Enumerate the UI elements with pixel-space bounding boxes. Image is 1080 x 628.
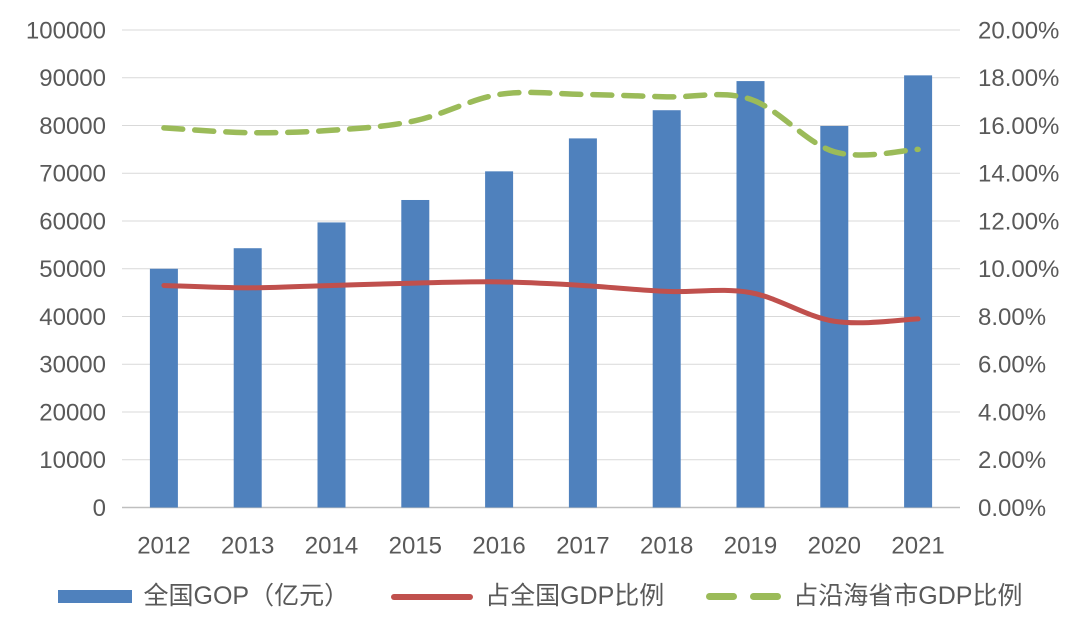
coastal-gdp-share-line (161, 89, 921, 158)
left-axis-tick-label: 30000 (39, 352, 106, 379)
bar-2015 (401, 199, 430, 508)
legend-label-gop: 全国GOP（亿元） (143, 582, 350, 610)
right-axis-tick-label: 16.00% (978, 113, 1059, 140)
left-axis-tick-label: 50000 (39, 256, 106, 283)
right-axis-tick-label: 20.00% (978, 17, 1059, 44)
right-axis-tick-label: 18.00% (978, 65, 1059, 92)
bar-2014 (317, 222, 346, 508)
right-axis-tick-label: 0.00% (978, 495, 1046, 522)
right-axis-tick-label: 12.00% (978, 208, 1059, 235)
left-axis-tick-label: 70000 (39, 161, 106, 188)
x-axis-tick-label: 2016 (472, 532, 525, 559)
right-axis-tick-label: 10.00% (978, 256, 1059, 283)
legend-label-national-share: 占全国GDP比例 (485, 582, 665, 610)
x-axis-tick-label: 2013 (221, 532, 274, 559)
x-axis-tick-label: 2017 (556, 532, 609, 559)
right-axis-tick-label: 4.00% (978, 399, 1046, 426)
right-axis-tick-label: 8.00% (978, 304, 1046, 331)
right-axis-tick-label: 6.00% (978, 352, 1046, 379)
legend-item-coastal-share: 占沿海省市GDP比例 (706, 584, 1022, 609)
bar-2016 (485, 171, 514, 508)
right-axis-tick-label: 2.00% (978, 447, 1046, 474)
right-axis-tick-label: 14.00% (978, 161, 1059, 188)
x-axis-tick-label: 2015 (389, 532, 442, 559)
legend-item-national-share: 占全国GDP比例 (391, 584, 664, 609)
left-axis-tick-label: 60000 (39, 208, 106, 235)
dash-segment-icon (706, 593, 738, 600)
bar-series-swatch (57, 590, 132, 603)
bar-2013 (233, 248, 262, 508)
bar-2017 (568, 138, 597, 508)
dash-segment-icon (750, 593, 782, 600)
x-axis-tick-label: 2020 (808, 532, 861, 559)
left-axis-tick-label: 40000 (39, 304, 106, 331)
left-axis-tick-label: 90000 (39, 65, 106, 92)
x-axis-tick-label: 2019 (724, 532, 777, 559)
left-axis-tick-label: 80000 (39, 113, 106, 140)
legend-item-gop-bar: 全国GOP（亿元） (57, 582, 350, 610)
national-gdp-share-line (161, 279, 921, 326)
bar-2021 (904, 75, 933, 508)
dashed-line-swatch (706, 593, 782, 600)
bar-2012 (149, 268, 178, 508)
left-axis-tick-label: 0 (93, 495, 106, 522)
legend-label-coastal-share: 占沿海省市GDP比例 (793, 582, 1023, 610)
left-axis-tick-label: 20000 (39, 399, 106, 426)
x-axis-tick-label: 2018 (640, 532, 693, 559)
x-axis-tick-label: 2021 (891, 532, 944, 559)
bar-2018 (652, 110, 681, 508)
left-axis-tick-label: 10000 (39, 447, 106, 474)
x-axis-tick-label: 2014 (305, 532, 358, 559)
solid-line-swatch (391, 593, 474, 600)
x-axis-tick-label: 2012 (137, 532, 190, 559)
left-axis-tick-label: 100000 (26, 17, 106, 44)
chart-legend: 全国GOP（亿元） 占全国GDP比例 占沿海省市GDP比例 (0, 584, 1080, 609)
